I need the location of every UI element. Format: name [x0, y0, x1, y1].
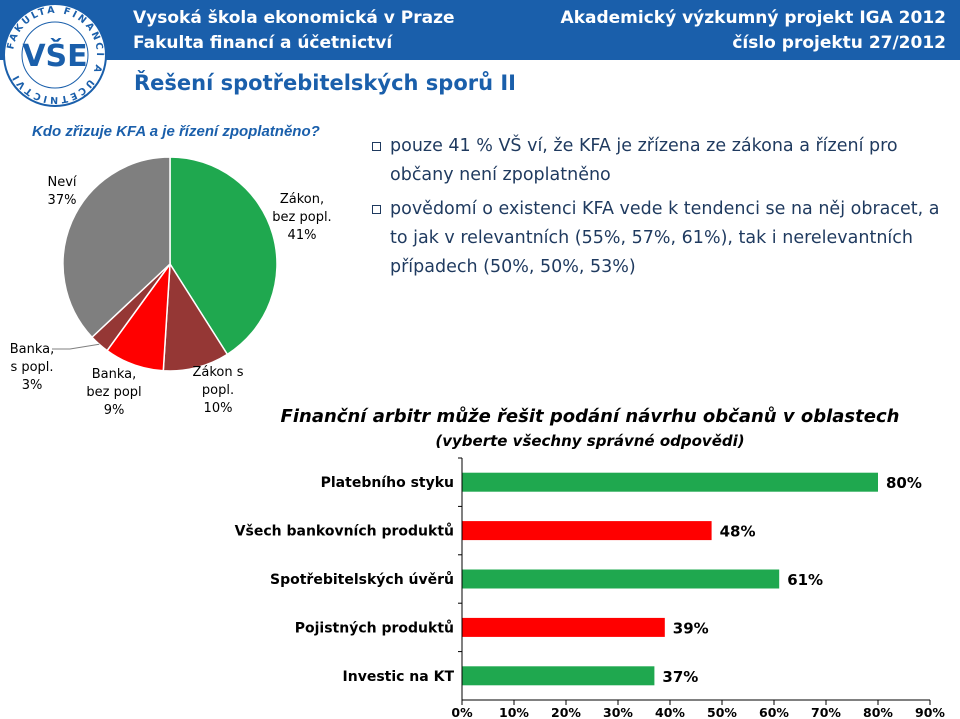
- data-label: 80%: [886, 474, 922, 492]
- faculty-name: Fakulta financí a účetnictví: [133, 33, 393, 53]
- x-tick-label: 60%: [759, 705, 789, 719]
- bullet-item: pouze 41 % VŠ ví, že KFA je zřízena ze z…: [372, 132, 957, 190]
- x-tick-label: 90%: [915, 705, 945, 719]
- pie-slice-value: 9%: [103, 403, 125, 418]
- pie-slice-name: Zákon s popl.: [192, 365, 244, 398]
- bar-chart: Finanční arbitr může řešit podání návrhu…: [235, 406, 946, 719]
- bullet-square-icon: [372, 142, 381, 151]
- pie-slice-label: Zákon s popl. 10%: [178, 364, 258, 418]
- slide-title: Řešení spotřebitelských sporů II: [134, 71, 516, 95]
- category-label: Všech bankovních produktů: [235, 523, 454, 540]
- pie-slice-name: Neví: [47, 175, 77, 190]
- university-name: Vysoká škola ekonomická v Praze: [133, 8, 455, 28]
- pie-chart-title: Kdo zřizuje KFA a je řízení zpoplatněno?: [32, 123, 320, 140]
- pie-slice: [62, 156, 171, 339]
- pie-slice-name: Banka, bez popl: [86, 367, 142, 400]
- header-bar: Vysoká škola ekonomická v Praze Fakulta …: [0, 0, 960, 60]
- data-label: 61%: [787, 571, 823, 589]
- pie-slice-value: 3%: [21, 378, 43, 393]
- pie-slice-label: Zákon, bez popl. 41%: [272, 191, 332, 245]
- x-tick-label: 0%: [451, 705, 473, 719]
- x-tick-label: 10%: [499, 705, 529, 719]
- bullet-item: povědomí o existenci KFA vede k tendenci…: [372, 195, 957, 282]
- category-label: Spotřebitelských úvěrů: [270, 571, 454, 588]
- x-tick-label: 80%: [863, 705, 893, 719]
- x-tick-label: 70%: [811, 705, 841, 719]
- pie-chart: [52, 156, 278, 372]
- pie-slice-value: 37%: [47, 193, 77, 208]
- category-label: Platebního styku: [321, 475, 454, 491]
- bar-chart-subtitle: (vyberte všechny správné odpovědi): [435, 432, 744, 450]
- faculty-logo: FAKULTA FINANCÍ A ÚČETNICTVÍ VŠE: [3, 3, 107, 107]
- pie-slice-label: Banka, bez popl 9%: [74, 366, 154, 420]
- bar: [462, 569, 780, 589]
- pie-slice-value: 10%: [203, 401, 233, 416]
- x-tick-label: 30%: [603, 705, 633, 719]
- category-label: Pojistných produktů: [295, 619, 454, 636]
- pie-slice-value: 41%: [287, 228, 317, 243]
- x-tick-label: 50%: [707, 705, 737, 719]
- x-tick-label: 20%: [551, 705, 581, 719]
- bar: [462, 521, 712, 541]
- pie-slice-label: Neví 37%: [34, 174, 90, 210]
- bullet-list: pouze 41 % VŠ ví, že KFA je zřízena ze z…: [372, 132, 957, 282]
- category-label: Investic na KT: [343, 669, 455, 685]
- project-number: číslo projektu 27/2012: [732, 33, 946, 53]
- data-label: 37%: [662, 668, 698, 686]
- logo-text: VŠE: [22, 37, 87, 74]
- pie-leader-line: [52, 343, 100, 350]
- pie-slice-name: Zákon, bez popl.: [272, 192, 332, 225]
- project-name: Akademický výzkumný projekt IGA 2012: [560, 8, 946, 28]
- pie-slice-name: Banka, s popl.: [9, 342, 55, 375]
- bar-chart-title: Finanční arbitr může řešit podání návrhu…: [281, 406, 900, 427]
- pie-slice-label: Banka, s popl. 3%: [0, 341, 64, 395]
- bar: [462, 617, 665, 637]
- bullet-square-icon: [372, 205, 381, 214]
- data-label: 39%: [673, 619, 709, 637]
- data-label: 48%: [720, 523, 756, 541]
- bar: [462, 666, 655, 686]
- bar: [462, 472, 878, 492]
- x-tick-label: 40%: [655, 705, 685, 719]
